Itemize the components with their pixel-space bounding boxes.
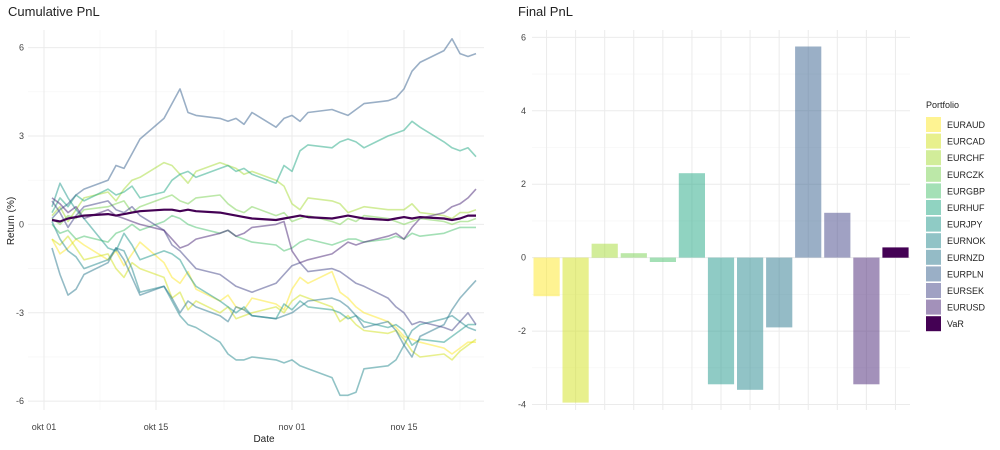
series-line-euraud <box>51 238 476 355</box>
legend-label: EURHUF <box>947 203 985 213</box>
legend-label: EURPLN <box>947 269 984 279</box>
x-tick-label: nov 01 <box>278 422 305 432</box>
legend-swatch <box>926 316 941 332</box>
y-tick-label: 3 <box>19 131 24 141</box>
legend-item-eurcad: EURCAD <box>926 133 986 149</box>
series-line-eurnzd <box>51 247 477 358</box>
y-tick-label: 0 <box>521 253 526 263</box>
legend-title: Portfolio <box>926 100 959 110</box>
legend-label: EURCAD <box>947 137 986 147</box>
legend-label: EURSEK <box>947 286 984 296</box>
legend-swatch <box>926 283 941 298</box>
legend-swatch <box>926 133 941 149</box>
x-tick-label: nov 15 <box>390 422 417 432</box>
bar-eurczk <box>620 253 647 258</box>
legend-item-eurchf: EURCHF <box>926 150 985 166</box>
x-tick-label: okt 01 <box>32 422 57 432</box>
legend-item-eurhuf: EURHUF <box>926 200 985 215</box>
legend-label: EURNOK <box>947 236 986 246</box>
cumulative-pnl-title: Cumulative PnL <box>8 4 100 19</box>
legend-swatch <box>926 183 941 199</box>
legend-swatch <box>926 117 941 132</box>
legend-item-var: VaR <box>926 316 964 332</box>
y-tick-label: 0 <box>19 219 24 229</box>
y-tick-label: -4 <box>518 399 526 409</box>
legend-item-eurczk: EURCZK <box>926 166 984 182</box>
y-tick-label: 4 <box>521 106 526 116</box>
legend-item-eurusd: EURUSD <box>926 299 986 315</box>
legend-label: EURNZD <box>947 253 985 263</box>
y-axis-title: Return (%) <box>6 197 17 245</box>
series-line-eursek <box>51 200 477 332</box>
y-tick-label: 2 <box>521 179 526 189</box>
bar-eurnzd <box>766 257 793 328</box>
legend-item-eurgbp: EURGBP <box>926 183 985 199</box>
bar-var <box>882 247 909 258</box>
legend-label: EURUSD <box>947 303 986 313</box>
cumulative-pnl-panel: Cumulative PnL -6 -3 0 3 6 okt 01 okt 15 nov 0… <box>6 4 484 445</box>
x-axis-title: Date <box>253 434 275 445</box>
bar-eurjpy <box>707 257 735 385</box>
legend-item-eurpln: EURPLN <box>926 266 984 282</box>
legend-swatch <box>926 200 941 215</box>
bar-eursek <box>824 212 851 258</box>
legend-swatch <box>926 150 941 166</box>
bar-eurpln <box>795 46 822 258</box>
legend-item-euraud: EURAUD <box>926 117 986 132</box>
y-tick-label: 6 <box>521 32 526 42</box>
series-line-var <box>51 208 476 223</box>
bar-eurchf <box>591 243 618 258</box>
x-tick-label: okt 15 <box>144 422 169 432</box>
series-line-eurusd <box>51 188 477 264</box>
legend-swatch <box>926 249 941 265</box>
y-tick-label: -2 <box>518 326 526 336</box>
final-pnl-title: Final PnL <box>518 4 573 19</box>
series-line-eurgbp <box>51 214 476 252</box>
bar-eurhuf <box>678 173 705 258</box>
bar-eurgbp <box>649 257 676 262</box>
y-tick-label: 6 <box>19 43 24 53</box>
legend-label: VaR <box>947 319 964 329</box>
series-line-eurhuf <box>51 120 477 213</box>
series-line-eurnok <box>51 221 477 397</box>
legend-label: EURGBP <box>947 186 985 196</box>
legend-swatch <box>926 216 941 232</box>
legend-item-eurnzd: EURNZD <box>926 249 985 265</box>
legend-swatch <box>926 233 941 249</box>
legend-swatch <box>926 266 941 282</box>
bar-eurcad <box>562 257 589 403</box>
bar-eurnok <box>737 257 764 390</box>
bar-euraud <box>533 257 560 297</box>
legend-item-eurnok: EURNOK <box>926 233 986 249</box>
legend-swatch <box>926 299 941 315</box>
legend-label: EURCHF <box>947 153 985 163</box>
series-line-eurpln <box>51 37 477 220</box>
bar-eurusd <box>853 257 880 385</box>
legend-label: EURAUD <box>947 120 986 130</box>
legend-label: EURCZK <box>947 170 984 180</box>
legend-swatch <box>926 166 941 182</box>
series-line-eurczk <box>51 194 477 226</box>
series-line-eurjpy <box>51 182 476 347</box>
series-line-eurchf <box>51 161 477 223</box>
final-pnl-panel: Final PnL -4 -2 0 2 4 6 <box>518 4 910 410</box>
y-tick-label: -6 <box>16 396 24 406</box>
series-line-eurcad <box>51 235 477 361</box>
legend-item-eurjpy: EURJPY <box>926 216 983 232</box>
legend-item-eursek: EURSEK <box>926 283 984 298</box>
legend-label: EURJPY <box>947 220 983 230</box>
y-tick-label: -3 <box>16 308 24 318</box>
legend: Portfolio EURAUD EURCAD EURCHF EURCZK EURGBP… <box>926 100 986 332</box>
